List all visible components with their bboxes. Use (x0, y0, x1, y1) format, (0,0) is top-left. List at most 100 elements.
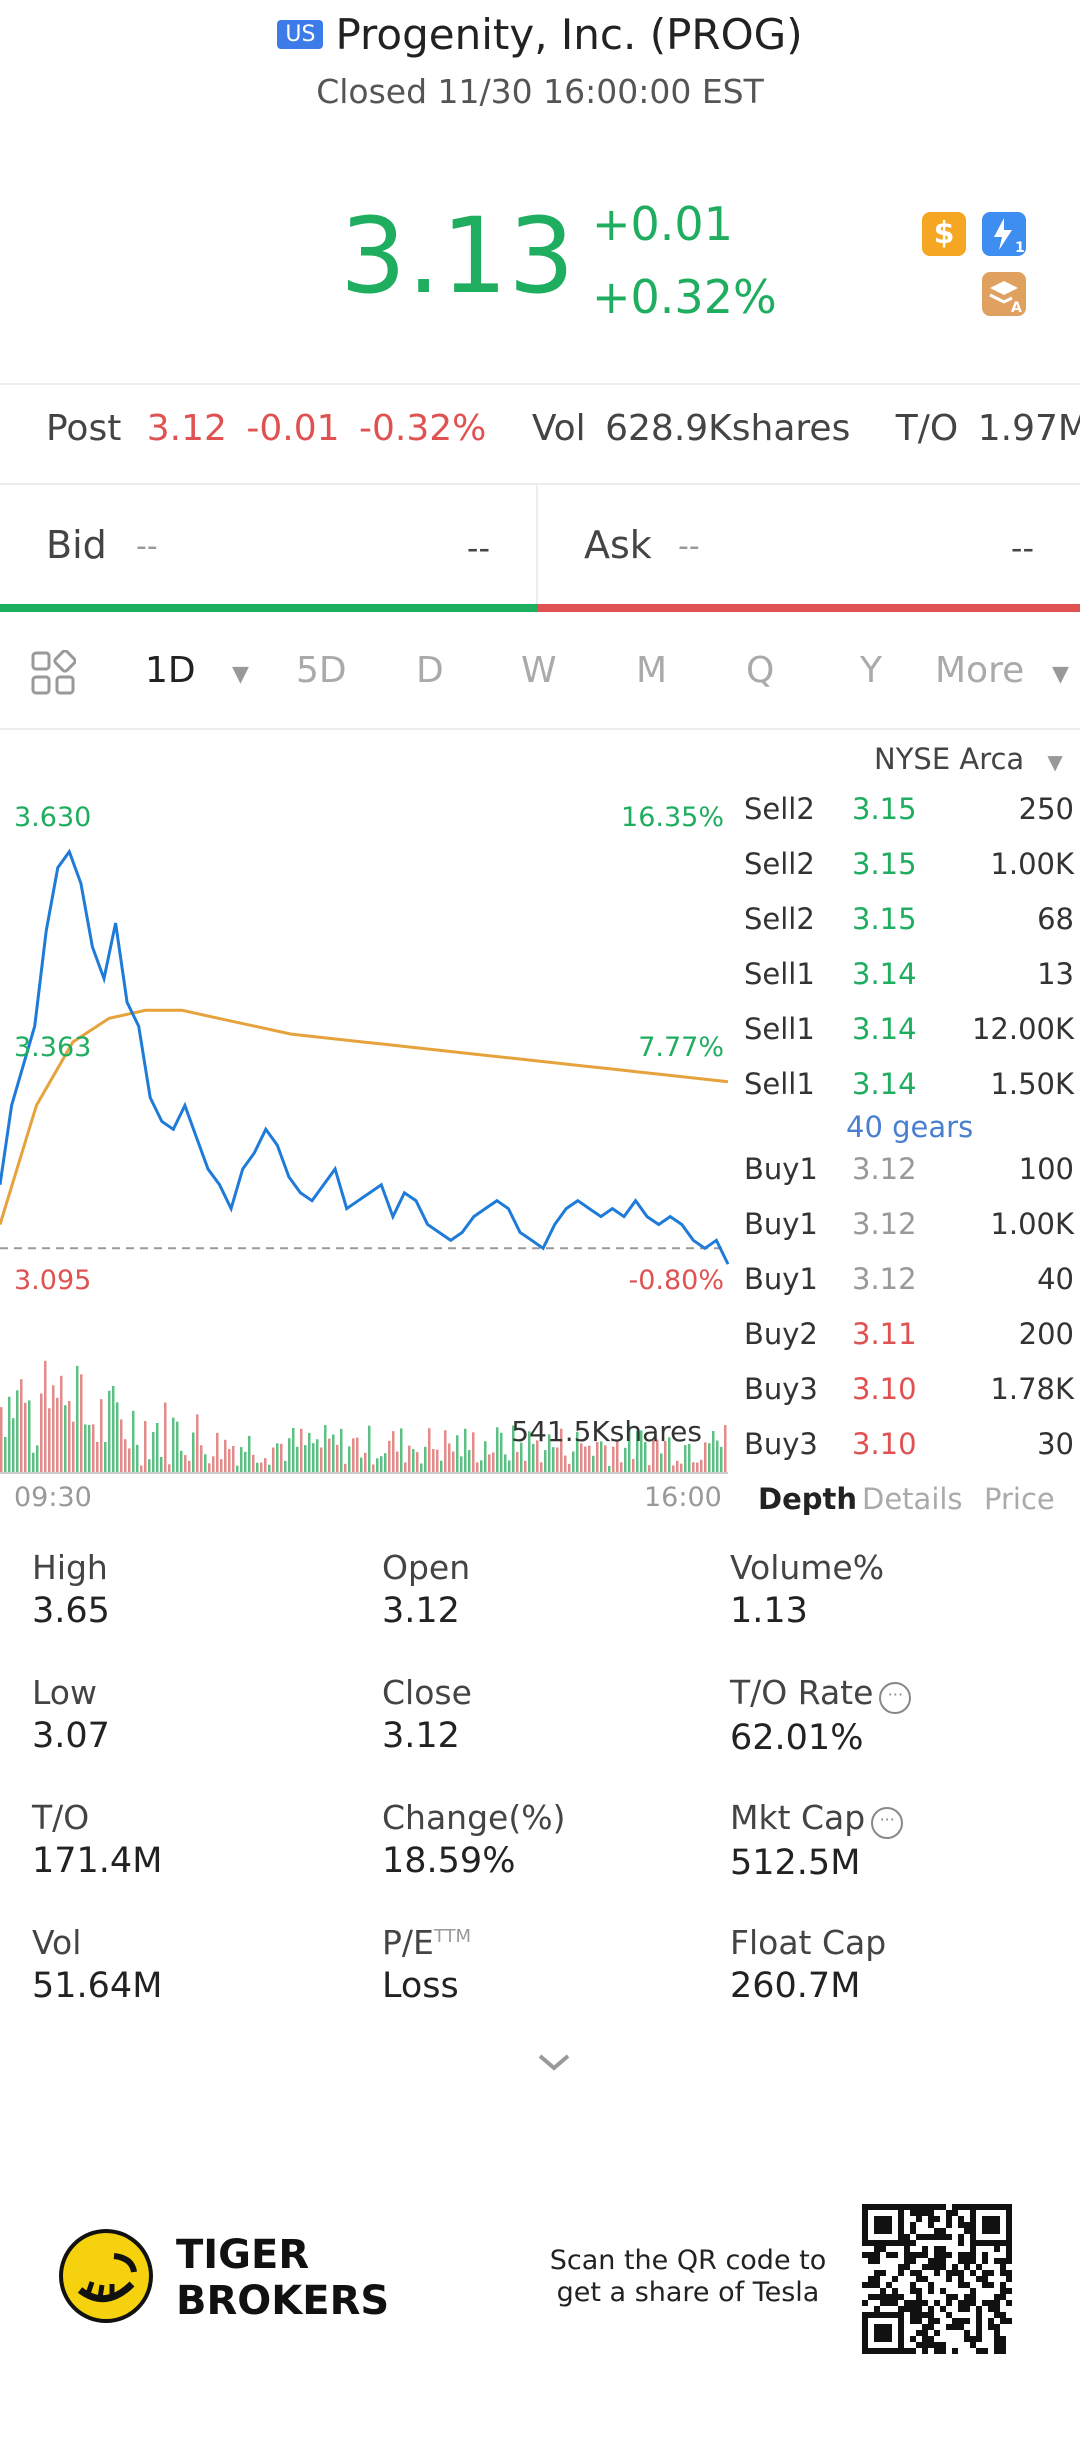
tab-w[interactable]: W (521, 650, 557, 691)
buy-order-row: Buy3 3.10 1.78K (744, 1372, 1074, 1427)
order-price: 3.12 (852, 1152, 917, 1186)
pct-label-low: -0.80% (628, 1265, 724, 1296)
buy-order-row: Buy1 3.12 1.00K (744, 1207, 1074, 1262)
tab-price[interactable]: Price (984, 1482, 1055, 1516)
stat-vol: Vol 51.64M (32, 1923, 162, 2006)
order-qty: 40 (1037, 1262, 1074, 1296)
post-to-value: 1.97M (977, 408, 1080, 449)
more-dropdown-icon[interactable]: ▼ (1052, 662, 1069, 687)
divider (0, 728, 1080, 730)
stat-label: T/O Rate (730, 1673, 874, 1712)
layers-a-icon[interactable]: A (982, 272, 1026, 316)
order-qty: 1.00K (990, 847, 1074, 881)
tab-1d-dropdown-icon[interactable]: ▼ (232, 662, 249, 687)
stat-value: 3.65 (32, 1591, 110, 1631)
brand-line-1: TIGER (176, 2232, 310, 2278)
price-line (0, 848, 730, 1265)
brand-line-2: BROKERS (176, 2278, 390, 2324)
svg-text:1: 1 (1015, 240, 1025, 256)
order-price: 3.15 (852, 792, 917, 826)
order-level: Sell2 (744, 902, 815, 936)
post-market-row: Post 3.12 -0.01 -0.32% Vol 628.9Kshares … (46, 408, 1080, 449)
info-dots-icon[interactable]: ··· (871, 1807, 904, 1839)
promo-line-1: Scan the QR code to (549, 2245, 827, 2276)
gears-count[interactable]: 40 gears (846, 1110, 974, 1144)
last-price: 3.13 (340, 195, 576, 317)
brand-name: TIGER BROKERS (176, 2232, 389, 2324)
chart-svg (0, 848, 730, 1474)
lightning-level-1-icon[interactable]: 1 (982, 212, 1026, 256)
tab-y[interactable]: Y (860, 650, 882, 691)
sell-order-row: Sell1 3.14 1.50K (744, 1067, 1074, 1122)
post-change: -0.01 (246, 408, 340, 449)
order-price: 3.14 (852, 1012, 917, 1046)
promo-line-2: get a share of Tesla (556, 2277, 820, 2308)
y-label-mid: 3.363 (14, 1032, 92, 1063)
sell-order-row: Sell1 3.14 12.00K (744, 1012, 1074, 1067)
ask-price: -- (678, 529, 700, 564)
buy-order-row: Buy1 3.12 100 (744, 1152, 1074, 1207)
sell-order-row: Sell1 3.14 13 (744, 957, 1074, 1012)
chevron-down-icon[interactable] (534, 2048, 574, 2080)
divider (0, 483, 1080, 485)
stat-value: Loss (382, 1966, 459, 2006)
stat-to-rate: T/O Rate ··· 62.01% (730, 1673, 912, 1758)
order-price: 3.10 (852, 1427, 917, 1461)
tab-5d[interactable]: 5D (296, 650, 347, 691)
order-qty: 1.00K (990, 1207, 1074, 1241)
tab-q[interactable]: Q (746, 650, 775, 691)
stat-label: Open (382, 1548, 471, 1587)
ask-panel[interactable]: Ask -- -- (538, 485, 1080, 605)
stat-low: Low 3.07 (32, 1673, 110, 1756)
sell-order-row: Sell2 3.15 68 (744, 902, 1074, 957)
tab-1d[interactable]: 1D (145, 650, 196, 691)
order-price: 3.15 (852, 847, 917, 881)
stat-label: P/E (382, 1923, 434, 1962)
stat-label: Mkt Cap (730, 1798, 866, 1837)
order-qty: 30 (1037, 1427, 1074, 1461)
info-dots-icon[interactable]: ··· (879, 1682, 912, 1714)
qr-code-icon[interactable] (862, 2204, 1012, 2358)
stat-label: Volume% (730, 1548, 885, 1587)
order-qty: 12.00K (971, 1012, 1074, 1046)
intraday-chart[interactable]: 3.630 3.363 3.095 16.35% 7.77% -0.80% 54… (0, 760, 730, 1480)
bid-ask-divider (536, 485, 538, 605)
stat-value: 51.64M (32, 1966, 163, 2006)
promo-text: Scan the QR code to get a share of Tesla (548, 2245, 828, 2309)
order-level: Buy1 (744, 1262, 818, 1296)
stat-value: 171.4M (32, 1841, 163, 1881)
grid-icon[interactable] (30, 649, 77, 700)
tab-d[interactable]: D (416, 650, 444, 691)
exchange-selector[interactable]: NYSE Arca ▼ (874, 742, 1063, 776)
divider (0, 383, 1080, 385)
bid-panel[interactable]: Bid -- -- (0, 485, 536, 605)
stat-open: Open 3.12 (382, 1548, 470, 1631)
order-level: Buy2 (744, 1317, 818, 1351)
y-label-low: 3.095 (14, 1265, 92, 1296)
stat-pe: P/ETTM Loss (382, 1923, 471, 2006)
exchange-dropdown-icon: ▼ (1047, 750, 1063, 774)
y-label-high: 3.630 (14, 802, 92, 833)
stat-label: Close (382, 1673, 472, 1712)
bid-bar (0, 604, 538, 612)
order-level: Buy3 (744, 1427, 818, 1461)
dollar-icon[interactable]: $ (922, 212, 966, 256)
post-price: 3.12 (146, 408, 227, 449)
stat-change-pct: Change(%) 18.59% (382, 1798, 565, 1881)
tab-more[interactable]: More (935, 650, 1025, 691)
tab-m[interactable]: M (636, 650, 668, 691)
tab-depth[interactable]: Depth (758, 1482, 858, 1516)
stat-high: High 3.65 (32, 1548, 110, 1631)
ask-qty: -- (1010, 529, 1034, 567)
page-title: US Progenity, Inc. (PROG) (0, 10, 1080, 59)
buy-order-row: Buy3 3.10 30 (744, 1427, 1074, 1482)
ask-label: Ask (584, 523, 652, 567)
x-label-end: 16:00 (644, 1482, 722, 1513)
post-to-label: T/O (895, 408, 959, 449)
tab-details[interactable]: Details (862, 1482, 963, 1516)
exchange-label: NYSE Arca (874, 742, 1025, 776)
stat-value: 260.7M (730, 1966, 861, 2006)
stat-label: High (32, 1548, 108, 1587)
order-price: 3.12 (852, 1262, 917, 1296)
stat-value: 18.59% (382, 1841, 516, 1881)
